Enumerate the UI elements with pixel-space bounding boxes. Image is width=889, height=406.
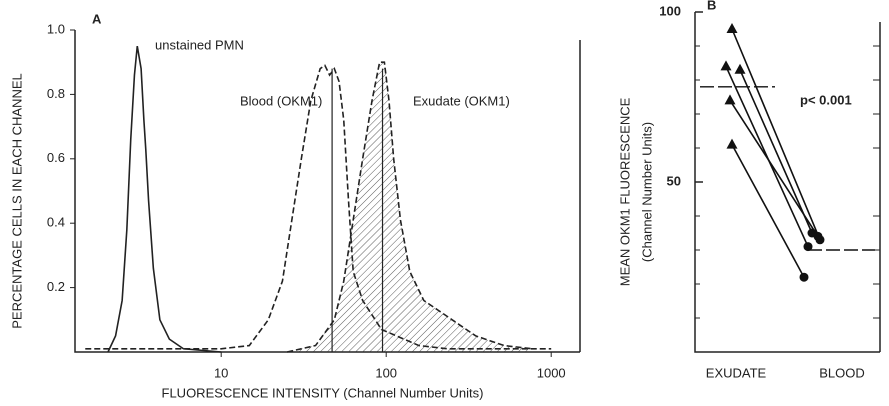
pair-connector xyxy=(729,99,819,237)
curve xyxy=(85,64,552,350)
x-tick-label: BLOOD xyxy=(819,365,865,380)
y-axis-title: MEAN OKM1 FLUORESCENCE xyxy=(617,97,632,286)
curve xyxy=(107,45,222,353)
area-hatch xyxy=(287,62,533,352)
y-tick-label: 0.8 xyxy=(47,86,65,101)
circle-point xyxy=(799,272,809,282)
x-tick-label: EXUDATE xyxy=(706,365,767,380)
curve xyxy=(286,61,533,353)
axis-frame xyxy=(74,30,581,353)
x-tick-label: 1000 xyxy=(537,365,566,380)
y-axis-subtitle: (Channel Number Units) xyxy=(639,122,654,262)
triangle-point xyxy=(734,63,746,74)
curve-label: Exudate (OKM1) xyxy=(413,93,510,108)
triangle-point xyxy=(720,60,732,71)
pair-connector xyxy=(731,144,805,278)
y-tick-label: 100 xyxy=(659,3,681,18)
y-tick-label: 50 xyxy=(667,173,681,188)
curve-label: Blood (OKM1) xyxy=(240,93,322,108)
y-tick-label: 1.0 xyxy=(47,21,65,36)
y-tick-label: 0.2 xyxy=(47,279,65,294)
axis-frame xyxy=(694,12,881,353)
y-axis-title: PERCENTAGE CELLS IN EACH CHANNEL xyxy=(9,73,24,329)
x-axis-title: FLUORESCENCE INTENSITY (Channel Number U… xyxy=(162,385,484,400)
triangle-point xyxy=(724,94,736,105)
triangle-point xyxy=(726,23,738,33)
y-tick-label: 0.4 xyxy=(47,215,65,230)
x-tick-label: 10 xyxy=(214,365,228,380)
curve-label: unstained PMN xyxy=(155,37,244,52)
panel-label: B xyxy=(707,0,716,12)
p-value: p< 0.001 xyxy=(800,92,852,107)
pair-connector xyxy=(739,69,813,234)
panel-label: A xyxy=(92,11,102,26)
pair-connector xyxy=(731,28,821,241)
circle-point xyxy=(803,242,813,252)
x-tick-label: 100 xyxy=(375,365,397,380)
triangle-point xyxy=(726,138,738,149)
y-tick-label: 0.6 xyxy=(47,150,65,165)
circle-point xyxy=(813,231,823,241)
